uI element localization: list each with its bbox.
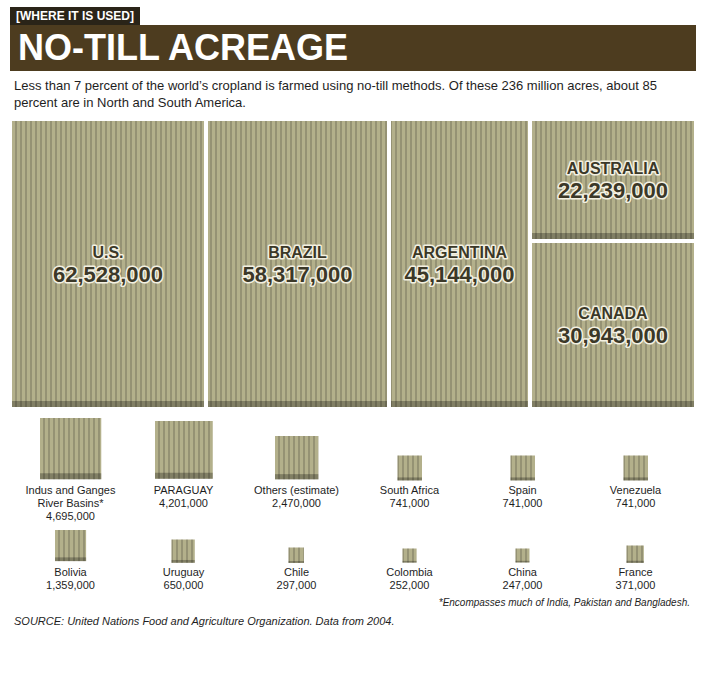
html-text:France: France — [618, 566, 653, 578]
html-text:Spain: Spain — [508, 484, 537, 496]
html-text:SOURCE: United Nations Food an: SOURCE: United Nations Food and Agricult… — [14, 615, 395, 627]
html-text:741,000: 741,000 — [615, 497, 656, 509]
html-text:741,000: 741,000 — [502, 497, 543, 509]
svg-text:62,528,000: 62,528,000 — [53, 262, 163, 287]
svg-text:ARGENTINA: ARGENTINA — [412, 244, 508, 261]
html-text:Indus and Ganges River Basins*: Indus and Ganges River Basins* — [25, 484, 116, 509]
html-text:247,000: 247,000 — [502, 579, 543, 591]
html-text:China: China — [508, 566, 537, 578]
html-text:South Africa: South Africa — [379, 484, 440, 496]
svg-text:U.S.: U.S. — [92, 244, 123, 261]
html-text:Colombia: Colombia — [386, 566, 433, 578]
html-text:Others (estimate): Others (estimate) — [254, 484, 339, 496]
html-text:741,000: 741,000 — [389, 497, 430, 509]
html-text:PARAGUAY: PARAGUAY — [153, 484, 214, 496]
html-text:371,000: 371,000 — [615, 579, 656, 591]
svg-text:CANADA: CANADA — [578, 305, 648, 322]
html-text:1,359,000: 1,359,000 — [46, 579, 95, 591]
html-text:Venezuela: Venezuela — [609, 484, 662, 496]
html-text:Less than 7 percent of the wor: Less than 7 percent of the world’s cropl… — [14, 78, 657, 110]
html-text:Chile: Chile — [284, 566, 309, 578]
svg-text:AUSTRALIA: AUSTRALIA — [567, 160, 660, 177]
html-text:NO-TILL ACREAGE: NO-TILL ACREAGE — [18, 27, 348, 68]
html-text:Uruguay: Uruguay — [162, 566, 205, 578]
svg-text:22,239,000: 22,239,000 — [558, 178, 668, 203]
html-text:297,000: 297,000 — [276, 579, 317, 591]
html-text:2,470,000: 2,470,000 — [272, 497, 321, 509]
html-text:4,695,000: 4,695,000 — [46, 510, 95, 522]
svg-text:45,144,000: 45,144,000 — [404, 262, 514, 287]
html-text:4,201,000: 4,201,000 — [159, 497, 208, 509]
svg-text:58,317,000: 58,317,000 — [242, 262, 352, 287]
html-text:Bolivia: Bolivia — [54, 566, 87, 578]
html-text:*Encompasses much of India, Pa: *Encompasses much of India, Pakistan and… — [438, 597, 690, 608]
html-text:[WHERE IT IS USED]: [WHERE IT IS USED] — [16, 9, 134, 23]
svg-text:30,943,000: 30,943,000 — [558, 323, 668, 348]
svg-text:BRAZIL: BRAZIL — [268, 244, 327, 261]
html-text:650,000: 650,000 — [163, 579, 204, 591]
html-text:252,000: 252,000 — [389, 579, 430, 591]
